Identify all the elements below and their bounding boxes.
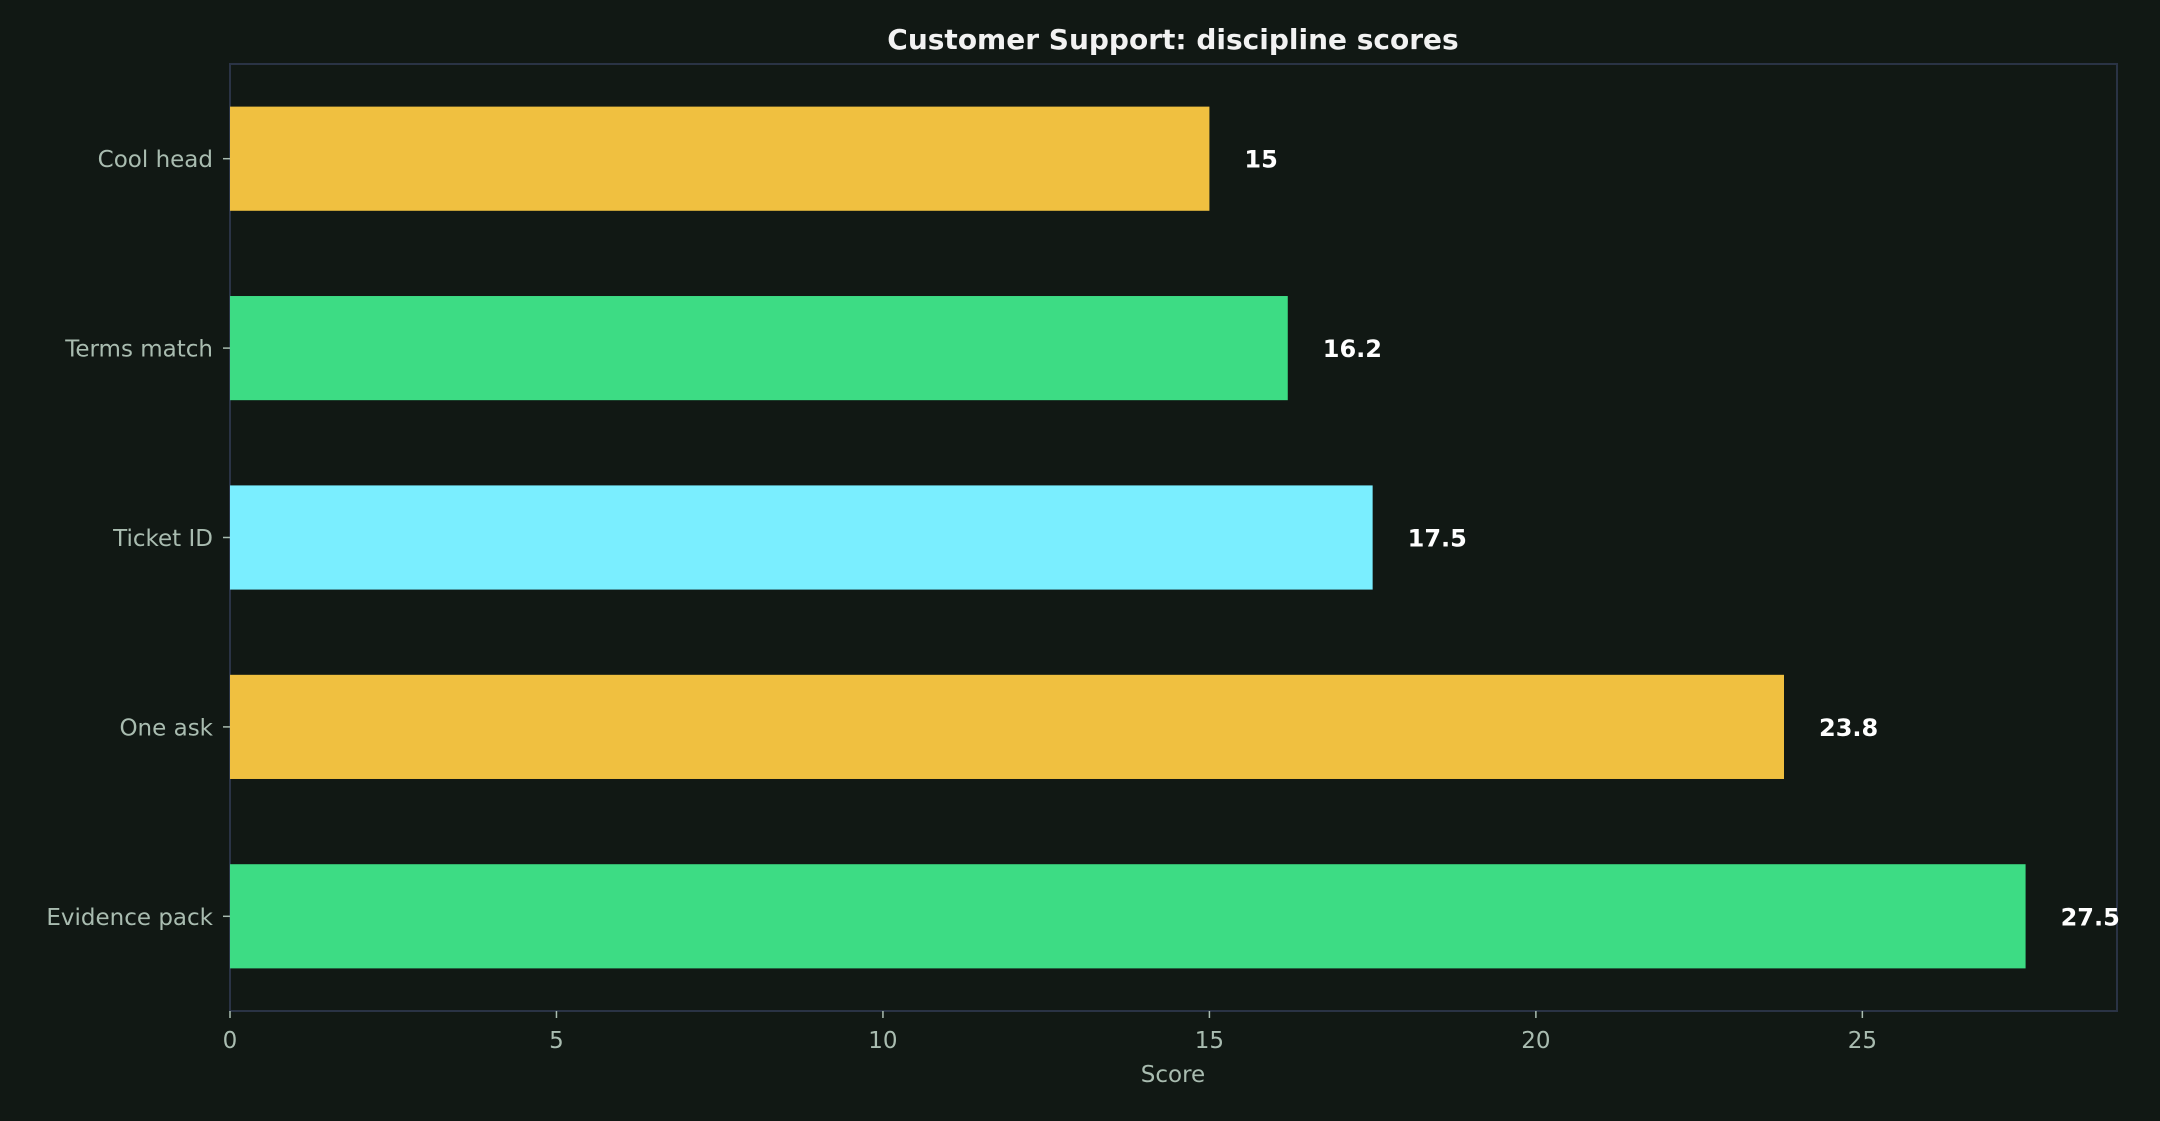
chart-title: Customer Support: discipline scores [887,23,1458,56]
y-category-label: Cool head [98,147,213,173]
x-tick-label: 5 [549,1028,564,1054]
x-axis: 0 5 10 15 20 25 [223,1011,1877,1054]
y-axis: Cool head Terms match Ticket ID One ask Evid… [46,147,230,931]
y-category-label: One ask [119,715,213,741]
y-category-label: Terms match [64,337,213,363]
bar [230,485,1373,590]
x-tick-label: 25 [1848,1028,1877,1054]
bar-value-label: 15 [1244,146,1277,174]
value-labels-layer: 15 16.2 17.5 23.8 27.5 [1244,146,2119,932]
x-tick-label: 15 [1195,1028,1224,1054]
x-axis-label: Score [1141,1062,1205,1088]
x-tick-label: 0 [223,1028,238,1054]
bar [230,864,2026,969]
bar-value-label: 17.5 [1408,525,1467,553]
bar [230,296,1288,401]
y-category-label: Evidence pack [46,905,213,931]
bar-value-label: 27.5 [2061,903,2120,931]
x-tick-label: 20 [1521,1028,1550,1054]
y-category-label: Ticket ID [112,526,213,552]
bar [230,674,1784,779]
bars-layer [230,106,2026,969]
bar-value-label: 23.8 [1819,714,1878,742]
x-tick-label: 10 [868,1028,897,1054]
bar-value-label: 16.2 [1323,335,1382,363]
bar [230,106,1210,211]
